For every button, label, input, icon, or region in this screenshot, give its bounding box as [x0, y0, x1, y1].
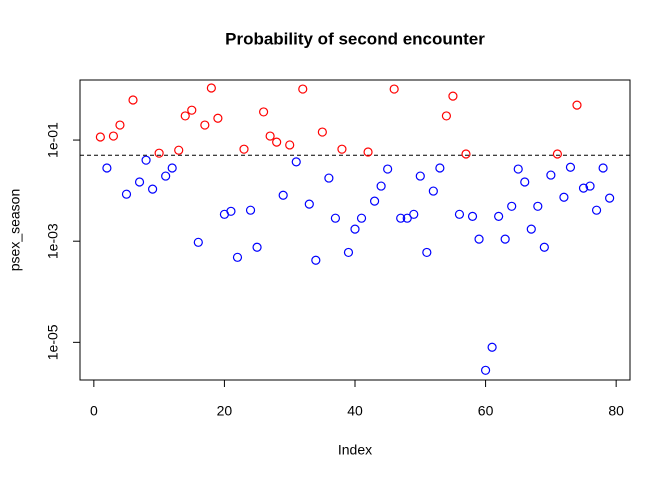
- point: [415, 171, 425, 181]
- point: [402, 213, 412, 223]
- point: [167, 163, 177, 173]
- point: [454, 209, 465, 219]
- point: [317, 127, 327, 137]
- point: [343, 247, 354, 258]
- point: [180, 111, 190, 121]
- point: [494, 211, 504, 221]
- point: [134, 177, 145, 187]
- point: [161, 171, 171, 181]
- point: [428, 186, 438, 196]
- point: [565, 162, 576, 172]
- point: [330, 213, 341, 223]
- point: [559, 192, 569, 202]
- point: [245, 205, 256, 215]
- point: [285, 140, 295, 150]
- point: [487, 342, 497, 352]
- point: [324, 173, 334, 183]
- point: [520, 177, 530, 187]
- point: [376, 181, 386, 191]
- y-tick-label: 1e-03: [45, 223, 61, 259]
- point: [239, 144, 249, 154]
- point: [265, 131, 275, 141]
- point: [448, 91, 458, 101]
- y-tick-label: 1e-05: [45, 324, 61, 360]
- x-tick-label: 40: [347, 403, 363, 419]
- point: [128, 95, 138, 105]
- plot-box: [79, 79, 631, 381]
- point: [552, 149, 562, 159]
- point: [121, 189, 132, 199]
- point: [422, 247, 432, 258]
- x-tick-label: 60: [478, 403, 494, 419]
- point: [232, 252, 243, 262]
- point: [141, 155, 151, 165]
- point: [226, 206, 236, 216]
- point: [200, 120, 210, 130]
- point: [480, 365, 491, 375]
- point: [591, 205, 602, 215]
- point: [500, 234, 510, 244]
- point: [572, 100, 582, 110]
- point: [252, 242, 262, 252]
- point: [213, 113, 223, 123]
- point: [278, 190, 288, 200]
- point: [383, 164, 393, 174]
- point: [396, 213, 406, 223]
- point: [115, 120, 125, 130]
- point: [174, 145, 184, 155]
- point: [598, 163, 608, 173]
- point: [304, 199, 314, 209]
- point: [102, 163, 112, 173]
- point: [578, 183, 589, 193]
- point: [108, 131, 119, 141]
- point: [356, 213, 367, 223]
- point: [311, 255, 321, 265]
- point: [539, 242, 549, 252]
- point: [187, 105, 197, 115]
- point: [337, 144, 347, 154]
- point: [363, 147, 373, 157]
- y-tick-label: 1e-01: [45, 122, 61, 158]
- point: [409, 209, 419, 219]
- point: [95, 132, 105, 142]
- y-axis-label: psex_season: [7, 189, 23, 272]
- point: [507, 201, 517, 211]
- x-tick-label: 0: [90, 403, 98, 419]
- point: [154, 148, 164, 158]
- point: [546, 170, 556, 180]
- point: [441, 111, 452, 121]
- point: [461, 149, 471, 159]
- point: [291, 157, 301, 167]
- x-axis-label: Index: [338, 442, 372, 458]
- x-tick-label: 80: [608, 403, 624, 419]
- point: [389, 84, 399, 94]
- point: [148, 184, 158, 194]
- point: [206, 83, 216, 93]
- chart-title: Probability of second encounter: [225, 29, 485, 48]
- point: [435, 163, 445, 173]
- point: [467, 211, 478, 221]
- point: [193, 237, 203, 247]
- point: [585, 181, 595, 191]
- point: [474, 234, 484, 244]
- x-tick-label: 20: [217, 403, 233, 419]
- point: [298, 84, 308, 94]
- point: [369, 196, 380, 206]
- point: [272, 137, 282, 147]
- point: [350, 224, 360, 234]
- point: [258, 107, 269, 117]
- point: [533, 201, 543, 211]
- point: [526, 224, 536, 234]
- point: [513, 164, 523, 174]
- point: [605, 193, 615, 203]
